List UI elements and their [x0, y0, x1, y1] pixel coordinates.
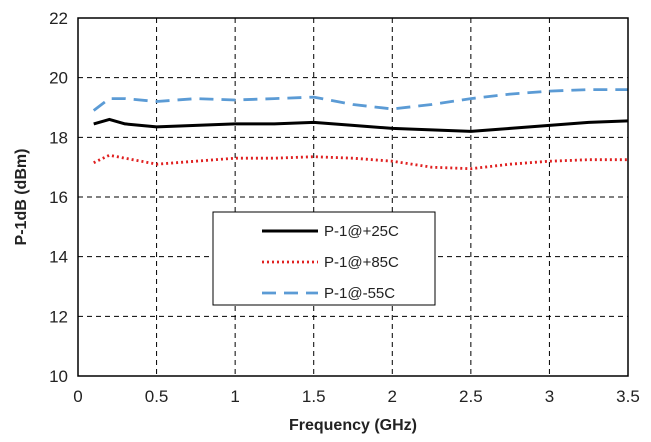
x-tick-label: 3: [545, 387, 554, 406]
x-tick-label: 0: [73, 387, 82, 406]
y-tick-label: 10: [49, 367, 68, 386]
x-tick-label: 0.5: [145, 387, 169, 406]
legend: P-1@+25C P-1@+85C P-1@-55C: [212, 211, 436, 306]
legend-items: P-1@+25C P-1@+85C P-1@-55C: [262, 223, 399, 302]
x-tick-labels: 0 0.5 1 1.5 2 2.5 3 3.5: [73, 387, 640, 406]
series-line: [93, 117, 629, 133]
y-tick-label: 14: [49, 248, 68, 267]
y-tick-label: 12: [49, 307, 68, 326]
x-axis-title: Frequency (GHz): [289, 417, 417, 434]
legend-label: P-1@+85C: [324, 254, 399, 271]
series-layer: [92, 88, 629, 171]
legend-box: [212, 211, 436, 306]
x-tick-label: 3.5: [616, 387, 640, 406]
y-tick-label: 22: [49, 9, 68, 28]
x-tick-label: 1: [230, 387, 239, 406]
plot-border: [77, 17, 629, 377]
y-tick-labels: 10 12 14 16 18 20 22: [49, 9, 68, 386]
x-tick-label: 2: [388, 387, 397, 406]
series-line: [92, 88, 628, 112]
y-tick-label: 20: [49, 69, 68, 88]
y-axis-title: P-1dB (dBm): [13, 149, 30, 246]
x-tick-label: 1.5: [302, 387, 326, 406]
legend-label: P-1@-55C: [324, 285, 395, 302]
y-tick-label: 16: [49, 188, 68, 207]
y-tick-label: 18: [49, 128, 68, 147]
x-tick-label: 2.5: [459, 387, 483, 406]
legend-label: P-1@+25C: [324, 223, 399, 240]
